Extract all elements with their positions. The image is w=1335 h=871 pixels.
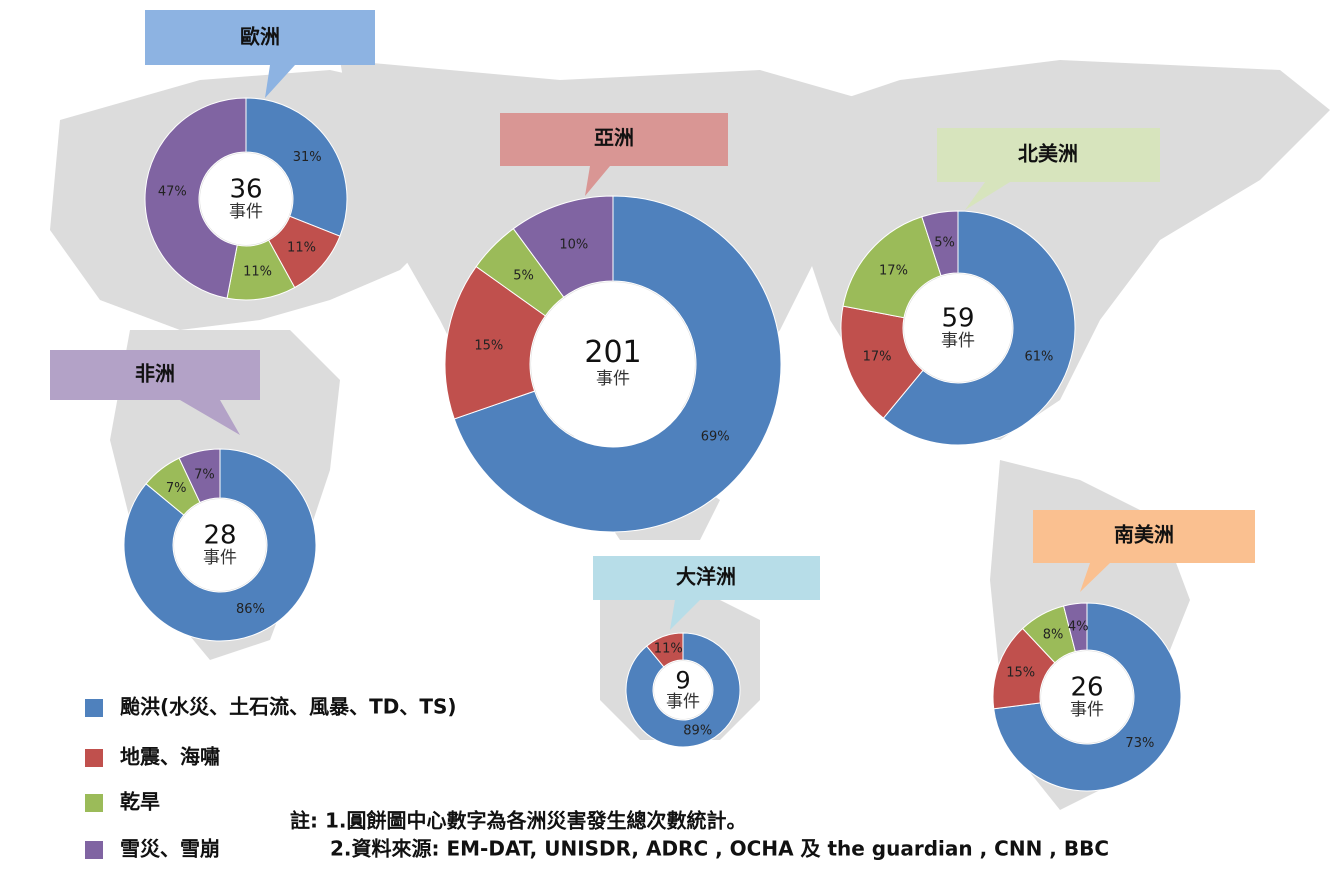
center-total: 36 xyxy=(229,174,262,204)
chart-title: 亞洲 xyxy=(594,126,634,150)
value-label: 61% xyxy=(1024,350,1053,365)
legend-swatch xyxy=(85,794,103,812)
chart-title: 非洲 xyxy=(135,362,175,386)
center-label: 事件 xyxy=(666,692,700,712)
legend-label: 地震、海嘯 xyxy=(120,745,220,769)
donut-slice xyxy=(993,602,1182,792)
value-label: 47% xyxy=(158,185,187,200)
center-total: 28 xyxy=(203,520,236,550)
value-label: 31% xyxy=(293,150,322,165)
donut-slice xyxy=(245,97,348,237)
value-label: 11% xyxy=(287,240,316,255)
center-label: 事件 xyxy=(229,202,263,222)
value-label: 5% xyxy=(934,236,955,251)
legend-label: 颱洪(水災、土石流、風暴、TD、TS) xyxy=(120,695,457,719)
chart-title: 大洋洲 xyxy=(676,565,736,589)
value-label: 86% xyxy=(236,602,265,617)
legend-swatch xyxy=(85,699,103,717)
donut-hole xyxy=(200,153,292,245)
value-label: 5% xyxy=(513,268,534,283)
value-label: 69% xyxy=(701,429,730,444)
center-total: 26 xyxy=(1070,672,1103,702)
value-label: 8% xyxy=(1043,628,1064,643)
legend-label: 雪災、雪崩 xyxy=(120,837,220,861)
note: 2.資料來源: EM-DAT, UNISDR, ADRC , OCHA 及 th… xyxy=(330,837,1109,861)
legend-label: 乾旱 xyxy=(120,790,160,814)
donut-slice xyxy=(144,97,247,299)
donut-slice xyxy=(882,210,1076,446)
center-label: 事件 xyxy=(941,331,975,351)
callout xyxy=(50,350,260,435)
donut-slice xyxy=(178,448,221,504)
callout xyxy=(1033,510,1255,592)
donut-slice xyxy=(512,195,614,298)
donut-hole xyxy=(174,499,266,591)
center-total: 201 xyxy=(584,335,641,370)
value-label: 15% xyxy=(474,339,503,354)
donut-hole xyxy=(904,274,1012,382)
chart-title: 北美洲 xyxy=(1018,142,1078,166)
center-label: 事件 xyxy=(1070,700,1104,720)
value-label: 15% xyxy=(1006,666,1035,681)
donut-slice xyxy=(123,448,317,642)
donut-slice xyxy=(645,632,684,668)
callout xyxy=(937,128,1160,210)
callout xyxy=(500,113,728,196)
value-label: 17% xyxy=(879,264,908,279)
callout xyxy=(593,556,820,630)
value-label: 11% xyxy=(243,265,272,280)
donut-hole xyxy=(654,661,712,719)
donut-slice xyxy=(921,210,959,277)
center-total: 9 xyxy=(675,667,690,695)
center-label: 事件 xyxy=(596,369,630,389)
donut-slice xyxy=(1063,602,1088,653)
center-total: 59 xyxy=(941,303,974,333)
center-label: 事件 xyxy=(203,548,237,568)
value-label: 89% xyxy=(683,723,712,738)
value-label: 11% xyxy=(654,642,683,657)
callouts xyxy=(50,10,1255,630)
note: 註: 1.圓餅圖中心數字為各洲災害發生總次數統計。 xyxy=(290,809,746,833)
value-label: 4% xyxy=(1068,620,1089,635)
value-label: 73% xyxy=(1125,736,1154,751)
callout xyxy=(145,10,375,98)
value-label: 7% xyxy=(194,468,215,483)
chart-title: 歐洲 xyxy=(240,25,280,49)
donut-slice xyxy=(625,632,741,748)
donut-slice xyxy=(453,195,782,533)
value-label: 10% xyxy=(559,237,588,252)
legend-swatch xyxy=(85,841,103,859)
chart-title: 南美洲 xyxy=(1114,523,1174,547)
donut-hole xyxy=(1041,651,1133,743)
legend-swatch xyxy=(85,749,103,767)
value-label: 7% xyxy=(166,481,187,496)
donut-hole xyxy=(531,282,695,446)
value-label: 17% xyxy=(863,350,892,365)
